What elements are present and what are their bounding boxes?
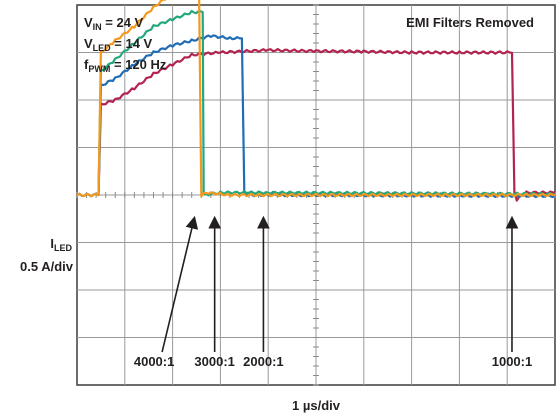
callout-label: 3000:1 bbox=[194, 354, 234, 369]
y-axis-scale: 0.5 A/div bbox=[20, 259, 74, 274]
callout-label: 4000:1 bbox=[134, 354, 174, 369]
series-3000-to-1 bbox=[76, 9, 556, 198]
callout-arrow bbox=[161, 215, 199, 353]
traces bbox=[76, 0, 556, 202]
x-axis-label: 1 µs/div bbox=[292, 398, 341, 413]
callout-label: 1000:1 bbox=[492, 354, 532, 369]
chart-title: EMI Filters Removed bbox=[406, 15, 534, 30]
y-axis-label: ILED bbox=[50, 236, 72, 253]
callouts: 4000:1 3000:1 2000:1 1000:1 bbox=[134, 215, 532, 369]
callout-label: 2000:1 bbox=[243, 354, 283, 369]
fpwm-annotation: fPWM = 120 Hz bbox=[84, 57, 167, 74]
series-4000-to-1 bbox=[76, 0, 555, 198]
vled-annotation: VLED = 14 V bbox=[84, 36, 153, 53]
series-1000-to-1 bbox=[76, 47, 556, 202]
vin-annotation: VIN = 24 V bbox=[84, 15, 144, 32]
